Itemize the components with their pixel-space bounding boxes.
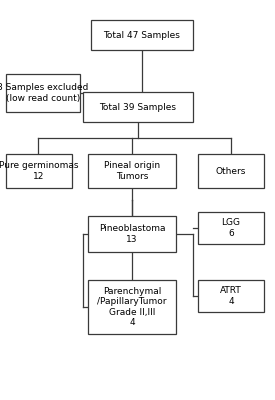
Text: LGG
6: LGG 6 [221,218,241,238]
Text: ATRT
4: ATRT 4 [220,286,242,306]
FancyBboxPatch shape [198,154,264,188]
Text: Pineoblastoma
13: Pineoblastoma 13 [99,224,165,244]
Text: Others: Others [216,166,246,176]
FancyBboxPatch shape [6,154,72,188]
Text: Total 47 Samples: Total 47 Samples [103,30,180,40]
Text: Pineal origin
Tumors: Pineal origin Tumors [104,161,160,181]
FancyBboxPatch shape [198,280,264,312]
Text: Pure germinomas
12: Pure germinomas 12 [0,161,78,181]
FancyBboxPatch shape [198,212,264,244]
Text: Total 39 Samples: Total 39 Samples [99,102,176,112]
Text: 8 Samples excluded
(low read count): 8 Samples excluded (low read count) [0,83,88,103]
FancyBboxPatch shape [91,20,192,50]
FancyBboxPatch shape [82,92,192,122]
Text: Parenchymal
/PapillaryTumor
Grade II,III
4: Parenchymal /PapillaryTumor Grade II,III… [97,287,167,327]
FancyBboxPatch shape [88,280,176,334]
FancyBboxPatch shape [88,216,176,252]
FancyBboxPatch shape [6,74,80,112]
FancyBboxPatch shape [88,154,176,188]
